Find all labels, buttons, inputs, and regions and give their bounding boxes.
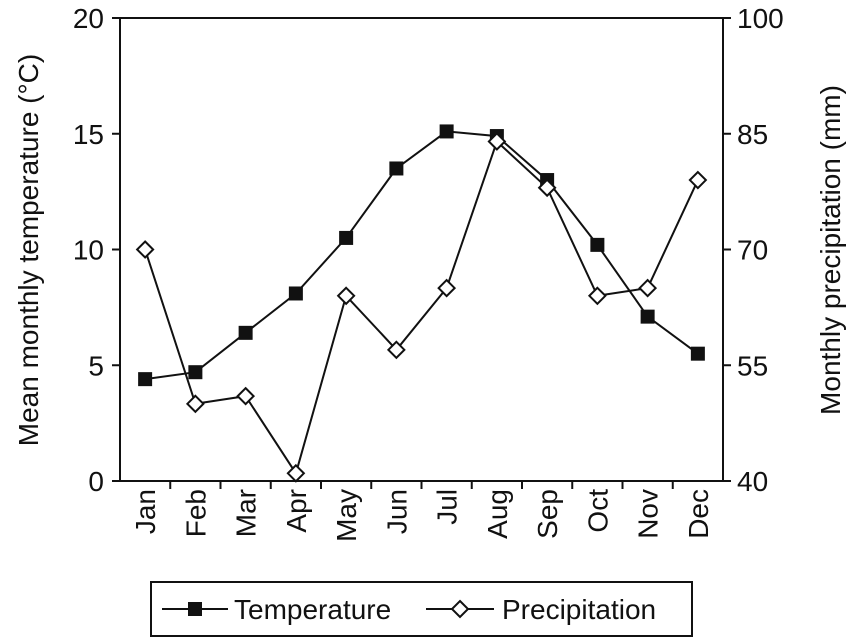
temperature-point bbox=[339, 230, 354, 245]
precipitation-point bbox=[185, 394, 205, 414]
x-axis-ticks: Jan Feb Mar Apr May Jun Jul Aug Sep Oct Nov Dec bbox=[130, 481, 714, 542]
right-axis-title: Monthly precipitation (mm) bbox=[815, 85, 846, 415]
right-tick-label: 40 bbox=[737, 466, 768, 497]
x-tick-label: Feb bbox=[180, 489, 211, 537]
precipitation-point bbox=[286, 463, 306, 483]
temperature-point bbox=[389, 161, 404, 176]
temperature-point bbox=[439, 124, 454, 139]
legend-box bbox=[150, 581, 693, 637]
x-tick-label: Nov bbox=[633, 489, 664, 539]
right-tick-label: 70 bbox=[737, 235, 768, 266]
x-tick-label: Apr bbox=[281, 489, 312, 533]
precipitation-point bbox=[236, 386, 256, 406]
left-tick-label: 10 bbox=[73, 235, 104, 266]
precipitation-point bbox=[587, 286, 607, 306]
right-tick-label: 85 bbox=[737, 119, 768, 150]
left-tick-label: 15 bbox=[73, 119, 104, 150]
x-tick-label: Jan bbox=[130, 489, 161, 534]
x-tick-label: Jun bbox=[381, 489, 412, 534]
temperature-point bbox=[590, 237, 605, 252]
right-axis-ticks: 40 55 70 85 100 bbox=[723, 3, 784, 497]
temperature-point bbox=[238, 325, 253, 340]
precipitation-point bbox=[135, 240, 155, 259]
precipitation-point bbox=[386, 340, 406, 360]
series-line-precipitation bbox=[144, 139, 699, 476]
legend-precipitation-marker bbox=[450, 599, 470, 619]
precipitation-point bbox=[688, 170, 708, 190]
precipitation-point bbox=[487, 132, 507, 151]
left-tick-label: 20 bbox=[73, 3, 104, 34]
temperature-point bbox=[640, 309, 655, 324]
x-tick-label: Mar bbox=[231, 489, 262, 537]
temperature-point bbox=[188, 365, 203, 380]
temperature-point bbox=[690, 346, 705, 361]
x-tick-label: Sep bbox=[532, 489, 563, 539]
x-tick-label: May bbox=[331, 489, 362, 542]
legend-precipitation-label: Precipitation bbox=[502, 594, 656, 625]
precipitation-point bbox=[336, 286, 356, 306]
x-tick-label: Jul bbox=[432, 489, 463, 525]
left-tick-label: 0 bbox=[88, 466, 104, 497]
temperature-point bbox=[138, 372, 153, 387]
precipitation-point bbox=[437, 278, 457, 298]
x-tick-label: Dec bbox=[683, 489, 714, 539]
temperature-point bbox=[288, 286, 303, 301]
right-tick-label: 100 bbox=[737, 3, 784, 34]
x-tick-label: Aug bbox=[482, 489, 513, 539]
left-tick-label: 5 bbox=[88, 350, 104, 381]
plot-area-frame bbox=[119, 17, 724, 482]
x-tick-label: Oct bbox=[582, 489, 613, 533]
legend: Temperature Precipitation bbox=[150, 581, 693, 637]
left-axis-title: Mean monthly temperature (°C) bbox=[13, 54, 44, 446]
legend-temperature-marker bbox=[188, 602, 202, 616]
legend-temperature-label: Temperature bbox=[234, 594, 391, 625]
precipitation-point bbox=[638, 278, 658, 298]
right-tick-label: 55 bbox=[737, 350, 768, 381]
series-layer bbox=[135, 124, 708, 483]
precipitation-point bbox=[537, 178, 557, 198]
left-axis-ticks: 0 5 10 15 20 bbox=[73, 3, 120, 497]
series-line-temperature bbox=[144, 130, 699, 381]
